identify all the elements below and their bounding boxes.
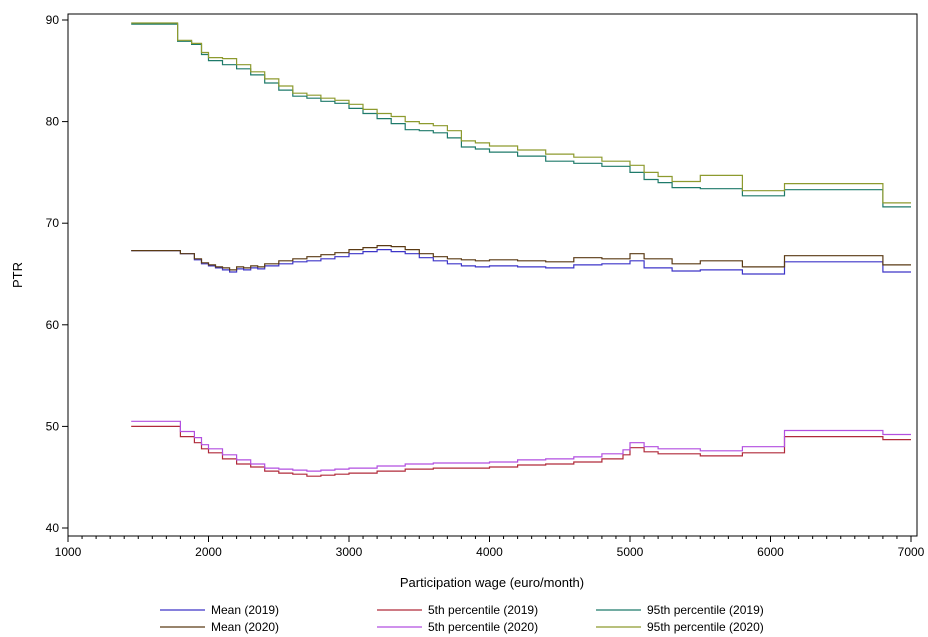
series-line-2 [131,245,911,271]
x-tick-label: 6000 [757,545,784,559]
series-line-4 [131,420,911,472]
y-tick-label: 90 [46,13,60,27]
plot-frame [67,13,918,537]
series-lines [131,22,911,477]
y-tick-label: 80 [46,115,60,129]
legend-label: 95th percentile (2019) [647,603,764,617]
legend-label: 5th percentile (2019) [428,603,538,617]
y-tick-label: 70 [46,216,60,230]
legend-label: 95th percentile (2020) [647,620,764,634]
x-tick-label: 1000 [55,545,82,559]
legend-label: 5th percentile (2020) [428,620,538,634]
x-tick-label: 5000 [617,545,644,559]
y-axis: 40 50 60 70 80 90 [46,13,68,535]
x-tick-label: 7000 [898,545,925,559]
y-tick-label: 60 [46,318,60,332]
y-tick-label: 50 [46,419,60,433]
x-tick-label: 3000 [336,545,363,559]
series-line-3 [131,425,911,477]
series-line-6 [131,22,911,204]
y-axis-title: PTR [10,262,25,288]
series-line-1 [131,249,911,275]
x-tick-label: 4000 [476,545,503,559]
x-tick-label: 2000 [195,545,222,559]
x-axis: 1000 2000 3000 4000 5000 6000 7000 [55,536,925,559]
legend: Mean (2019) Mean (2020) 5th percentile (20… [160,603,764,634]
legend-label: Mean (2020) [211,620,279,634]
legend-label: Mean (2019) [211,603,279,617]
x-axis-title: Participation wage (euro/month) [400,575,584,590]
series-line-5 [131,23,911,208]
y-tick-label: 40 [46,521,60,535]
